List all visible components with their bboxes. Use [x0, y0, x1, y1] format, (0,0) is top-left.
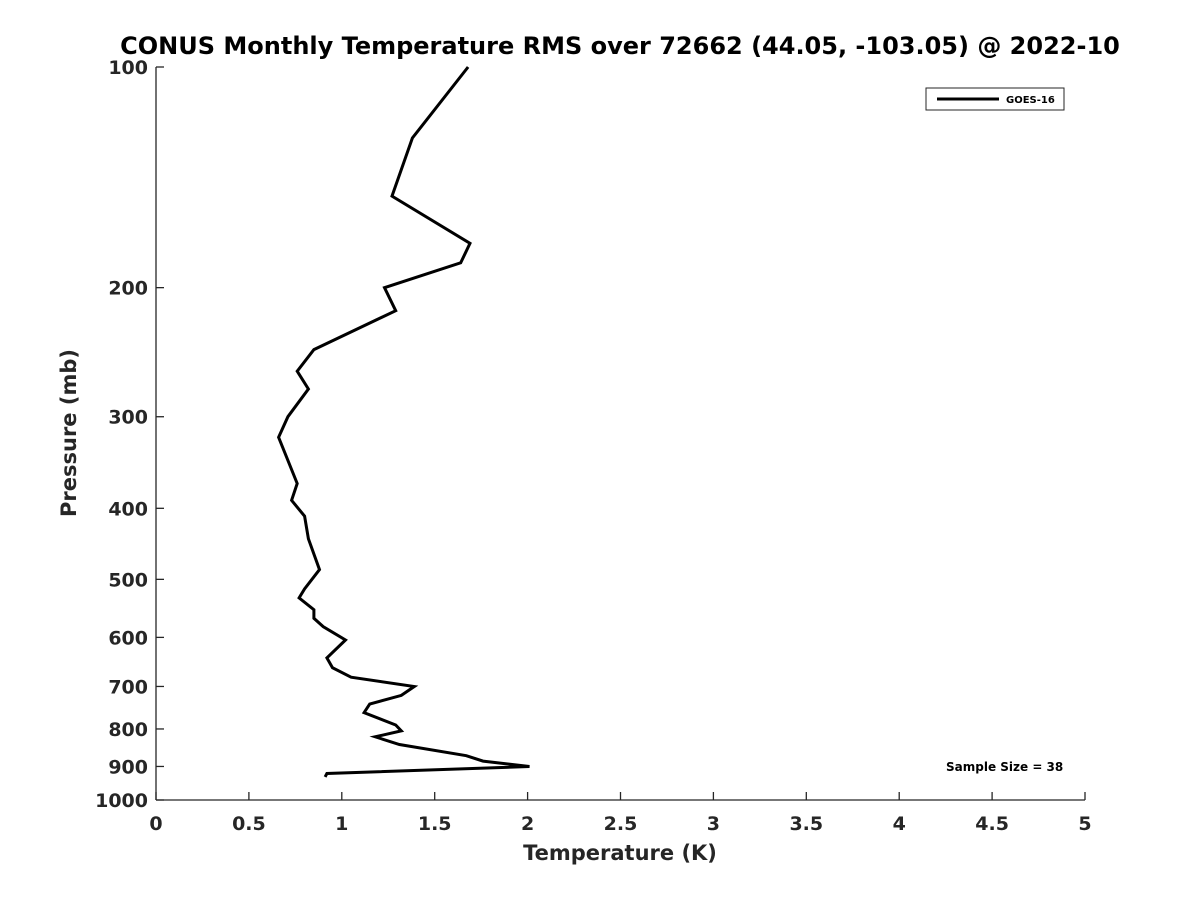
- x-axis-label: Temperature (K): [523, 841, 717, 865]
- x-tick-label: 3: [707, 813, 720, 835]
- chart-title: CONUS Monthly Temperature RMS over 72662…: [120, 32, 1120, 60]
- legend-label: GOES-16: [1006, 95, 1055, 106]
- y-tick-label: 500: [108, 569, 148, 591]
- x-tick-label: 3.5: [789, 813, 823, 835]
- y-axis-label: Pressure (mb): [57, 349, 81, 517]
- y-tick-label: 800: [108, 719, 148, 741]
- series-layer: [276, 66, 530, 778]
- x-tick-group: 0 0.5 1 1.5 2 2.5 3 3.5 4 4.5 5: [149, 792, 1092, 835]
- legend: GOES-16: [925, 87, 1065, 111]
- y-tick-label: 400: [108, 498, 148, 520]
- x-tick-label: 2: [521, 813, 534, 835]
- x-tick-label: 5: [1078, 813, 1091, 835]
- x-tick-label: 0.5: [232, 813, 266, 835]
- x-tick-label: 0: [149, 813, 162, 835]
- y-tick-label: 700: [108, 676, 148, 698]
- x-tick-label: 1: [335, 813, 348, 835]
- y-tick-label: 300: [108, 407, 148, 429]
- y-tick-label: 100: [108, 57, 148, 79]
- y-axis: 100 200 300 400 500 600 700 800 900 1000: [95, 57, 164, 812]
- sample-size-annotation: Sample Size = 38: [946, 760, 1063, 774]
- y-tick-label: 600: [108, 627, 148, 649]
- x-tick-label: 4.5: [975, 813, 1009, 835]
- x-axis: 0 0.5 1 1.5 2 2.5 3 3.5 4 4.5 5: [149, 792, 1092, 835]
- x-tick-label: 1.5: [418, 813, 452, 835]
- y-tick-group: 100 200 300 400 500 600 700 800 900 1000: [95, 57, 164, 812]
- y-tick-label: 200: [108, 278, 148, 300]
- y-tick-label: 900: [108, 756, 148, 778]
- x-tick-label: 4: [893, 813, 906, 835]
- x-tick-label: 2.5: [604, 813, 638, 835]
- series-line-0: [276, 66, 530, 778]
- y-tick-label: 1000: [95, 790, 148, 812]
